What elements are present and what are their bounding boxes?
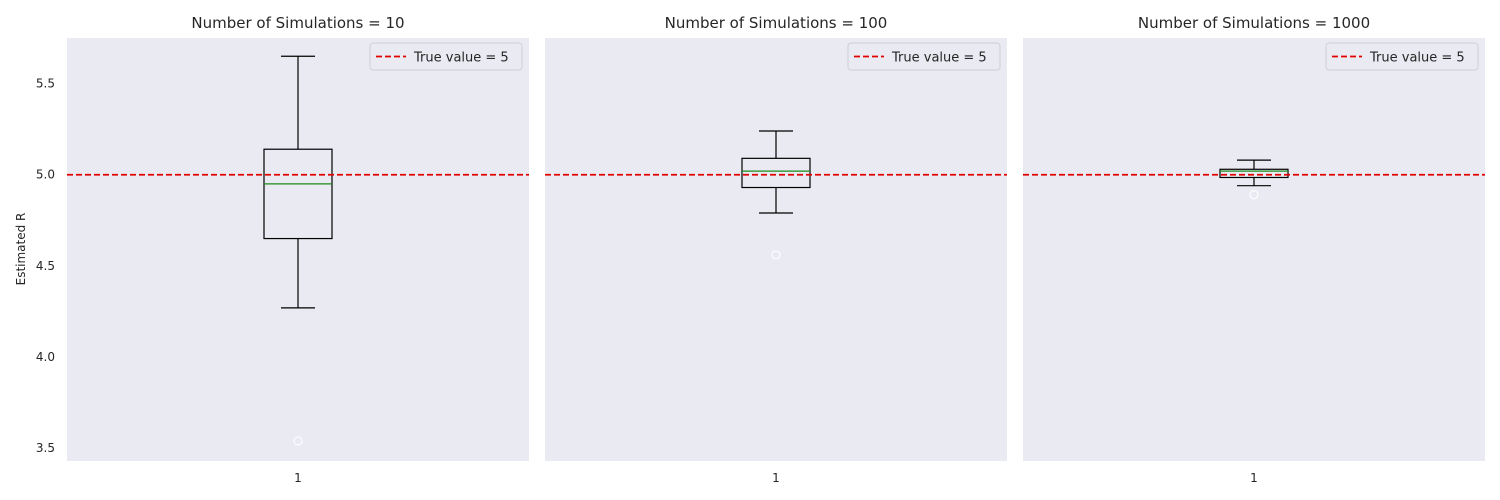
x-tick-label: 1 [1250,471,1258,485]
iqr-box [263,148,333,240]
y-tick-label: 4.0 [36,350,55,364]
plot-area [1023,38,1485,461]
y-tick-label: 4.5 [36,259,55,273]
outlier-point [1249,190,1259,200]
y-tick-label: 5.5 [36,77,55,91]
panel-title: Number of Simulations = 100 [665,14,888,32]
panel-title: Number of Simulations = 1000 [1138,14,1370,32]
y-axis-label: Estimated R [14,213,28,286]
legend-box [1325,42,1479,71]
legend: True value = 5 [1325,42,1479,71]
iqr-box [741,157,811,189]
x-tick-label: 1 [294,471,302,485]
legend-box [847,42,1001,71]
outlier-point [771,250,781,260]
x-tick-label: 1 [772,471,780,485]
panel-title: Number of Simulations = 10 [191,14,404,32]
plot-area [545,38,1007,461]
iqr-box [1219,168,1289,179]
legend-label: True value = 5 [891,51,987,66]
legend-box [369,42,523,71]
legend-label: True value = 5 [1369,51,1465,66]
legend: True value = 5 [847,42,1001,71]
y-tick-label: 5.0 [36,168,55,182]
legend-label: True value = 5 [413,51,509,66]
legend: True value = 5 [369,42,523,71]
panel-1: Number of Simulations = 10 3.5 4.0 4.5 5.0 5.… [36,14,529,485]
y-tick-label: 3.5 [36,441,55,455]
panel-3: Number of Simulations = 1000 1 True value … [1023,14,1485,485]
panels: Number of Simulations = 10 3.5 4.0 4.5 5.0 5.… [36,14,1485,485]
panel-2: Number of Simulations = 100 1 True value =… [545,14,1007,485]
outlier-point [293,436,303,446]
